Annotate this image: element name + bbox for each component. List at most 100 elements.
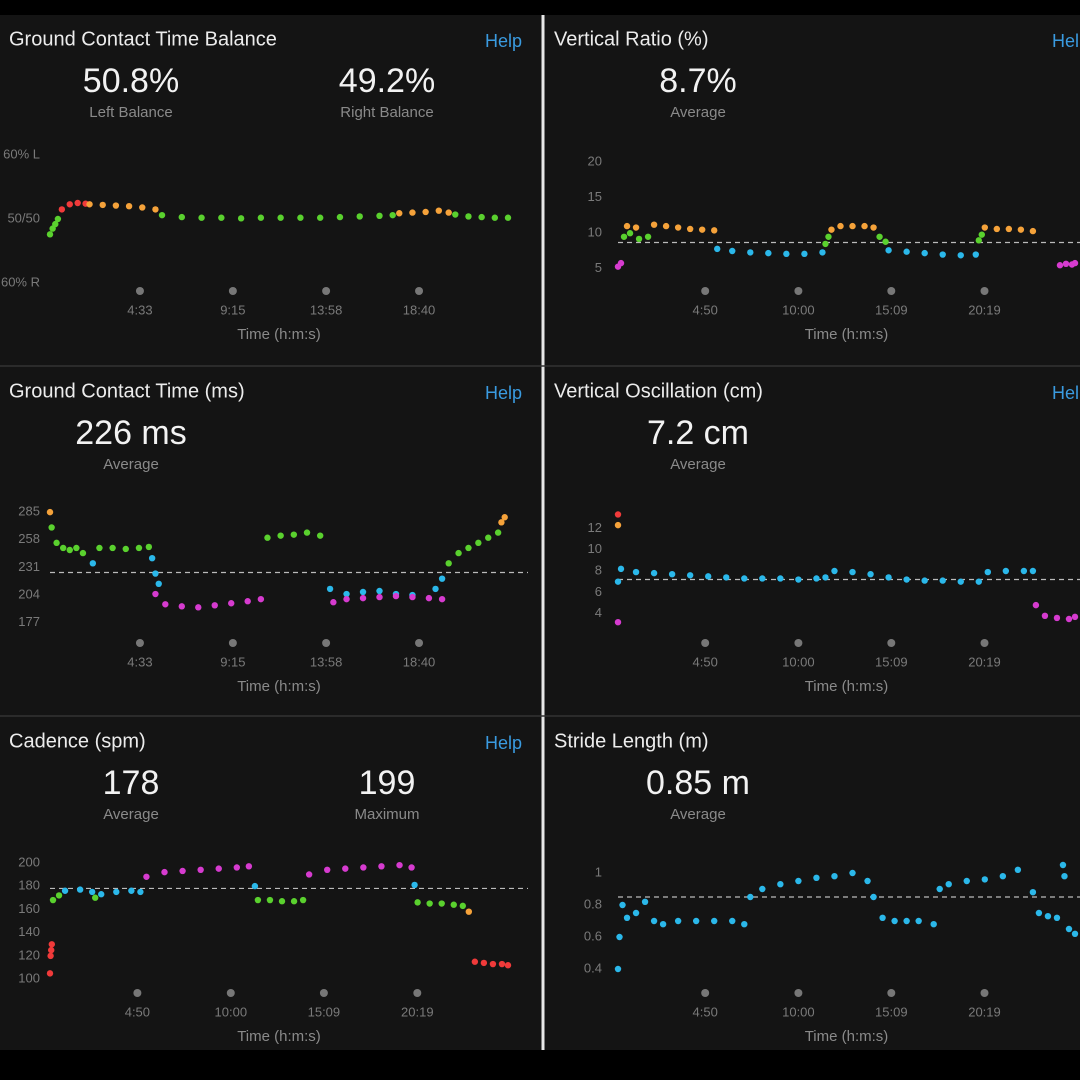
x-tick-label: 10:00	[782, 1004, 815, 1019]
x-tick-label: 4:50	[693, 654, 718, 669]
x-tick-label: 13:58	[310, 654, 343, 669]
data-point	[376, 587, 383, 595]
data-point	[485, 534, 492, 541]
stat-value: 50.8%	[83, 62, 179, 100]
data-point	[61, 887, 69, 894]
data-point	[480, 959, 488, 967]
data-point	[849, 869, 856, 877]
data-point	[1017, 226, 1025, 233]
x-tick-dot	[887, 287, 896, 295]
data-point	[623, 914, 631, 921]
chart-panel: Vertical Oscillation (cm) Help 7.2 cm Avera…	[554, 380, 1080, 695]
data-point	[266, 896, 274, 904]
data-point	[617, 259, 625, 267]
help-link[interactable]: Help	[485, 31, 522, 51]
help-link[interactable]: Help	[1052, 383, 1080, 403]
y-tick-label: 258	[18, 531, 40, 546]
data-point	[396, 210, 403, 217]
data-point	[139, 204, 146, 211]
data-point	[711, 227, 718, 234]
stat-value: 49.2%	[339, 62, 435, 100]
data-point	[903, 248, 910, 255]
data-point	[161, 868, 168, 876]
data-point	[870, 224, 877, 231]
y-tick-label: 204	[18, 587, 40, 602]
data-point	[993, 225, 1001, 233]
data-point	[813, 874, 820, 881]
data-point	[218, 214, 225, 221]
data-point	[813, 575, 820, 582]
data-point	[112, 202, 120, 209]
data-point	[324, 866, 331, 873]
data-point	[1071, 930, 1079, 937]
data-point	[145, 543, 153, 551]
data-point	[650, 221, 658, 228]
data-point	[498, 519, 505, 526]
data-point	[135, 544, 143, 552]
data-point	[411, 881, 418, 889]
help-link[interactable]: Help	[1052, 31, 1080, 51]
stat-label: Average	[103, 456, 159, 473]
data-point	[152, 590, 159, 598]
panel-area	[0, 15, 1080, 1050]
data-point	[359, 588, 367, 596]
y-tick-label: 60% R	[1, 274, 40, 289]
data-point	[409, 209, 416, 216]
chart-title: Ground Contact Time (ms)	[9, 380, 245, 402]
data-point	[143, 873, 150, 880]
y-tick-label: 12	[588, 520, 602, 535]
data-point	[54, 215, 62, 223]
data-point	[1029, 227, 1037, 235]
data-point	[49, 896, 57, 904]
data-point	[1029, 889, 1037, 896]
data-point	[1035, 909, 1043, 917]
data-point	[360, 864, 367, 871]
data-point	[290, 531, 298, 538]
x-tick-label: 15:09	[875, 302, 908, 317]
data-point	[251, 882, 259, 890]
stat-value: 8.7%	[659, 62, 737, 100]
data-point	[152, 206, 159, 213]
data-point	[450, 901, 457, 908]
data-point	[783, 250, 790, 258]
data-point	[113, 888, 120, 896]
help-link[interactable]: Help	[485, 733, 522, 753]
data-point	[53, 539, 60, 547]
data-point	[930, 921, 937, 928]
y-tick-label: 1	[595, 864, 602, 879]
x-tick-dot	[794, 989, 803, 997]
y-tick-label: 15	[588, 189, 602, 204]
data-point	[614, 511, 622, 518]
data-point	[864, 877, 871, 885]
data-point	[438, 900, 445, 907]
y-tick-label: 60% L	[3, 146, 40, 161]
data-point	[1005, 225, 1013, 233]
data-point	[501, 514, 508, 521]
data-point	[504, 962, 512, 969]
data-point	[975, 237, 982, 244]
data-point	[729, 247, 736, 255]
y-tick-label: 6	[595, 584, 602, 599]
data-point	[822, 240, 829, 248]
data-point	[981, 876, 989, 883]
chart-panel: Stride Length (m) 0.85 m Average 1 0.8 0.6 0.4…	[554, 730, 1080, 1045]
x-tick-dot	[415, 287, 424, 295]
y-tick-label: 200	[18, 854, 40, 869]
data-point	[614, 619, 622, 626]
stat-label: Left Balance	[89, 104, 172, 121]
data-point	[614, 578, 622, 585]
data-point	[376, 593, 383, 601]
data-point	[99, 201, 106, 209]
y-tick-label: 140	[18, 924, 40, 939]
data-point	[264, 534, 271, 541]
help-link[interactable]: Help	[485, 383, 522, 403]
data-point	[277, 214, 284, 221]
data-point	[343, 590, 350, 598]
data-point	[921, 577, 928, 584]
data-point	[137, 888, 144, 896]
data-point	[198, 214, 205, 221]
chart-panel: Cadence (spm) Help 178 Average 199 Maximum 200…	[9, 730, 528, 1045]
data-point	[692, 917, 700, 925]
stat-value: 199	[359, 764, 416, 802]
